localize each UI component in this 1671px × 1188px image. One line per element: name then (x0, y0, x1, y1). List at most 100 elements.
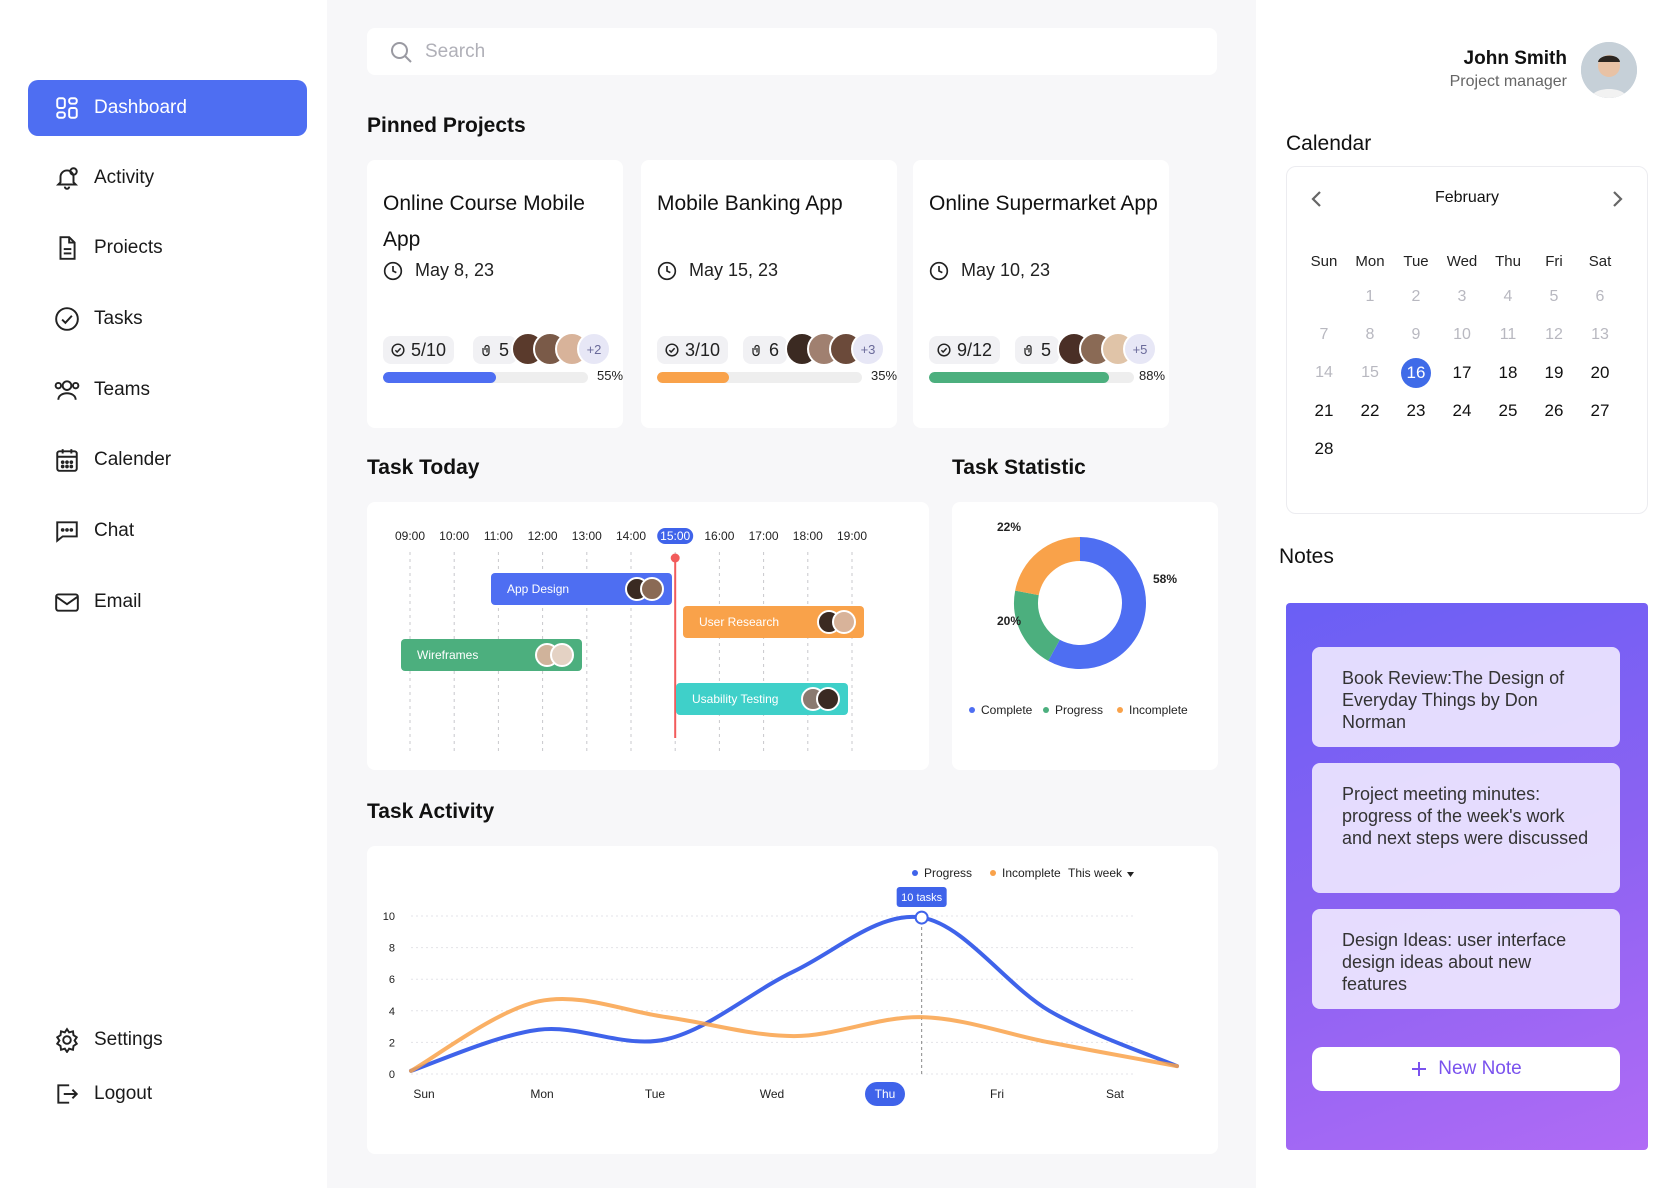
project-title: Mobile Banking App (657, 192, 843, 215)
legend-label: Progress (1055, 703, 1103, 717)
sidebar-item-activity[interactable]: Activity (28, 150, 307, 206)
more-members-badge: +3 (851, 332, 885, 366)
project-date-text: May 15, 23 (689, 260, 779, 280)
calendar-day[interactable]: 7 (1319, 326, 1329, 343)
project-date-text: May 10, 23 (961, 260, 1051, 280)
hour-label: 18:00 (793, 529, 823, 543)
calendar-day[interactable]: 22 (1360, 401, 1380, 420)
chat-icon (56, 521, 78, 543)
current-hour-pill (657, 528, 694, 544)
dashboard-icon (56, 97, 78, 119)
calendar-day[interactable]: 9 (1411, 326, 1421, 343)
caret-down-icon (1127, 872, 1134, 877)
attachment-chip: 6 (743, 336, 788, 364)
notes-panel: Book Review:The Design of Everyday Thing… (1286, 603, 1648, 1150)
y-tick-label: 0 (389, 1069, 395, 1081)
calendar-day[interactable]: 26 (1544, 401, 1564, 420)
calendar-day[interactable]: 10 (1453, 326, 1471, 343)
clock-icon (657, 261, 677, 280)
calendar-day[interactable]: 20 (1590, 363, 1610, 382)
hour-label: 19:00 (837, 529, 867, 543)
search-bar[interactable] (367, 28, 1217, 75)
calendar-day[interactable]: 16 (1401, 358, 1431, 388)
note-card[interactable]: Design Ideas: user interface design idea… (1312, 909, 1620, 1009)
calendar-day[interactable]: 23 (1406, 401, 1426, 420)
calendar-day[interactable]: 12 (1545, 326, 1563, 343)
sidebar-item-logout[interactable]: Logout (28, 1066, 307, 1122)
progress-bar (383, 372, 588, 383)
legend-label: Incomplete (1002, 866, 1061, 880)
task-bar[interactable]: App Design (491, 573, 672, 605)
calendar-weekday: Mon (1355, 253, 1385, 270)
calendar-day[interactable]: 15 (1361, 364, 1379, 381)
sidebar: Dashboard Activity Proiects Tasks Teams … (0, 0, 327, 1188)
donut-slice (1014, 590, 1061, 661)
note-card[interactable]: Project meeting minutes: progress of the… (1312, 763, 1620, 893)
chevron-left-icon[interactable] (1309, 189, 1325, 209)
calendar-day[interactable]: 24 (1452, 401, 1472, 420)
legend-dot (990, 870, 996, 876)
sidebar-item-label: Email (94, 591, 142, 612)
calendar-day[interactable]: 18 (1498, 363, 1518, 382)
sidebar-item-teams[interactable]: Teams (28, 362, 307, 418)
new-note-button[interactable]: New Note (1312, 1047, 1620, 1091)
user-role: Project manager (1449, 73, 1567, 90)
attachment-chip: 5 (1015, 336, 1060, 364)
sidebar-item-label: Calender (94, 449, 172, 470)
note-card[interactable]: Book Review:The Design of Everyday Thing… (1312, 647, 1620, 747)
project-card[interactable]: Online Supermarket App May 10, 23 9/12 5… (913, 160, 1169, 428)
calendar-day[interactable]: 4 (1503, 288, 1513, 305)
period-select[interactable]: This week (1068, 866, 1123, 880)
calendar-day[interactable]: 1 (1365, 288, 1375, 305)
progress-fill (383, 372, 496, 383)
calendar-day[interactable]: 11 (1499, 326, 1517, 343)
avatar (550, 643, 574, 667)
notes-title: Notes (1279, 545, 1334, 568)
calendar: February Sun Mon Tue Wed Thu Fri Sat 1 2 3 4 5 6 7 8 9 1… (1286, 166, 1648, 514)
plus-icon (1412, 1062, 1427, 1076)
legend-dot (912, 870, 918, 876)
calendar-day[interactable]: 25 (1498, 401, 1518, 420)
calendar-day[interactable]: 17 (1452, 363, 1472, 382)
calendar-day[interactable]: 19 (1544, 363, 1564, 382)
task-activity-title: Task Activity (367, 800, 495, 823)
sidebar-item-calender[interactable]: Calender (28, 432, 307, 488)
task-timeline: 09:00 10:00 11:00 12:00 13:00 14:00 15:00 16:00… (395, 528, 867, 752)
search-input[interactable] (425, 40, 1125, 63)
project-card[interactable]: Online Course Mobile App May 8, 23 5/10 … (367, 160, 623, 428)
progress-fill (657, 372, 729, 383)
task-bar[interactable]: Usability Testing (676, 683, 848, 715)
task-bar[interactable]: Wireframes (401, 639, 582, 671)
sidebar-item-label: Dashboard (94, 97, 187, 118)
avatar[interactable] (1581, 42, 1637, 98)
task-bar[interactable]: User Research (683, 606, 864, 638)
sidebar-item-settings[interactable]: Settings (28, 1012, 307, 1068)
hour-label: 09:00 (395, 529, 425, 543)
sidebar-item-dashboard[interactable]: Dashboard (28, 80, 307, 136)
calendar-day[interactable]: 3 (1457, 288, 1467, 305)
calendar-day[interactable]: 8 (1365, 326, 1375, 343)
calendar-day[interactable]: 2 (1411, 288, 1421, 305)
hour-label: 11:00 (484, 529, 513, 543)
x-tick-label: Mon (530, 1087, 553, 1101)
calendar-day[interactable]: 21 (1314, 401, 1334, 420)
document-icon (59, 236, 76, 260)
calendar-day[interactable]: 13 (1591, 326, 1609, 343)
donut-slice (1015, 537, 1081, 596)
calendar-day[interactable]: 28 (1314, 439, 1334, 458)
calendar-day[interactable]: 5 (1549, 288, 1559, 305)
legend-dot (969, 707, 975, 713)
chevron-right-icon[interactable] (1609, 189, 1625, 209)
sidebar-item-tasks[interactable]: Tasks (28, 291, 307, 347)
progress-percent: 88% (1139, 368, 1166, 383)
sidebar-item-projects[interactable]: Proiects (28, 220, 307, 276)
calendar-day[interactable]: 27 (1590, 401, 1610, 420)
project-card[interactable]: Mobile Banking App May 15, 23 3/10 6 +3 … (641, 160, 897, 428)
sidebar-item-email[interactable]: Email (28, 574, 307, 630)
paperclip-icon (752, 344, 760, 357)
sidebar-item-chat[interactable]: Chat (28, 503, 307, 559)
calendar-day[interactable]: 14 (1315, 364, 1333, 381)
calendar-day[interactable]: 6 (1595, 288, 1605, 305)
calendar-month: February (1434, 189, 1500, 206)
check-circle-icon (665, 343, 679, 357)
